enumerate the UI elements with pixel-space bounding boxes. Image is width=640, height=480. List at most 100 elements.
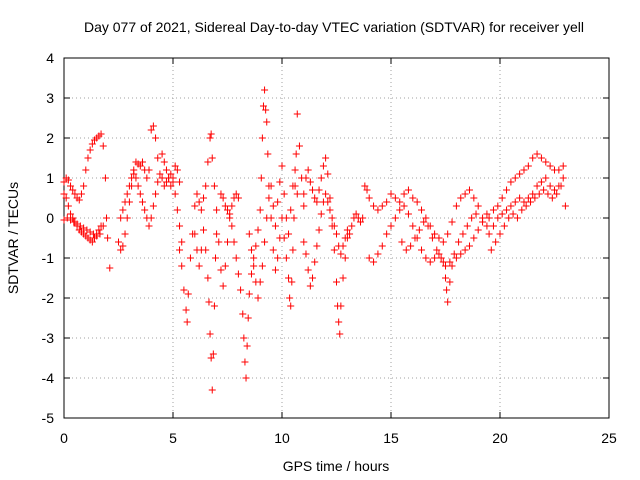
data-point [271, 266, 279, 274]
data-point [258, 262, 266, 270]
axis-ticks: 0 5 10 15 20 25 -5 -4 -3 -2 -1 0 1 2 3 4 [42, 50, 617, 446]
data-point [245, 230, 253, 238]
data-point [160, 158, 168, 166]
data-point [282, 254, 290, 262]
data-point [269, 202, 277, 210]
data-point [511, 198, 519, 206]
data-point [533, 150, 541, 158]
data-point [465, 242, 473, 250]
data-point [173, 166, 181, 174]
data-point [239, 310, 247, 318]
data-point [117, 214, 125, 222]
data-point [326, 194, 334, 202]
data-point [444, 230, 452, 238]
data-point [240, 334, 248, 342]
data-point [149, 202, 157, 210]
x-tick-label: 15 [383, 430, 399, 446]
data-point [62, 194, 70, 202]
data-point [418, 206, 426, 214]
data-point [226, 210, 234, 218]
data-point [535, 190, 543, 198]
data-point [448, 262, 456, 270]
data-point [324, 170, 332, 178]
data-point [542, 158, 550, 166]
data-point [134, 182, 142, 190]
data-point [483, 210, 491, 218]
data-point [261, 86, 269, 94]
data-point [101, 174, 109, 182]
data-point [167, 182, 175, 190]
data-point [306, 178, 314, 186]
data-point [292, 150, 300, 158]
data-point [200, 194, 208, 202]
data-point [507, 178, 515, 186]
data-point [242, 374, 250, 382]
data-point [252, 242, 260, 250]
data-point [468, 214, 476, 222]
data-point [313, 198, 321, 206]
data-point [285, 230, 293, 238]
data-point [60, 178, 68, 186]
data-point [378, 242, 386, 250]
data-point [361, 182, 369, 190]
data-point [336, 330, 344, 338]
data-point [531, 194, 539, 202]
data-point [529, 154, 537, 162]
data-point [234, 194, 242, 202]
data-point [537, 154, 545, 162]
y-tick-label: 2 [46, 130, 54, 146]
data-point [271, 222, 279, 230]
data-point [204, 274, 212, 282]
data-point [370, 202, 378, 210]
data-point [202, 246, 210, 254]
data-point [82, 166, 90, 174]
data-point [209, 350, 217, 358]
data-point [156, 170, 164, 178]
data-point [263, 214, 271, 222]
data-point [224, 238, 231, 246]
data-point [494, 202, 502, 210]
data-point [221, 262, 229, 270]
data-point [489, 206, 497, 214]
data-point [433, 246, 441, 254]
data-point [158, 174, 166, 182]
data-point [256, 278, 264, 286]
data-point [84, 154, 92, 162]
data-point [503, 186, 511, 194]
data-point [309, 274, 317, 282]
data-point [300, 202, 308, 210]
data-point [415, 226, 423, 234]
data-point [138, 198, 146, 206]
data-point [407, 242, 415, 250]
data-point [448, 218, 456, 226]
data-point [180, 286, 188, 294]
data-point [426, 258, 434, 266]
data-point [258, 134, 266, 142]
data-point [439, 238, 447, 246]
data-point [186, 254, 194, 262]
data-point [264, 150, 272, 158]
data-point [254, 226, 262, 234]
data-point [459, 230, 467, 238]
data-point [215, 238, 223, 246]
data-point [422, 214, 430, 222]
data-point [300, 238, 308, 246]
data-point [544, 190, 552, 198]
data-point [295, 142, 303, 150]
data-point [400, 202, 408, 210]
data-point [520, 166, 528, 174]
data-point [208, 154, 216, 162]
data-point [337, 250, 345, 258]
y-axis-label: SDTVAR / TECUs [5, 182, 21, 294]
data-point [341, 254, 349, 262]
data-point [217, 190, 225, 198]
data-point [404, 186, 412, 194]
data-point [257, 174, 265, 182]
data-point [171, 190, 179, 198]
x-tick-label: 0 [60, 430, 68, 446]
data-point [88, 238, 96, 246]
data-point [183, 318, 191, 326]
data-point [561, 202, 569, 210]
data-point [96, 230, 104, 238]
data-point [322, 154, 330, 162]
